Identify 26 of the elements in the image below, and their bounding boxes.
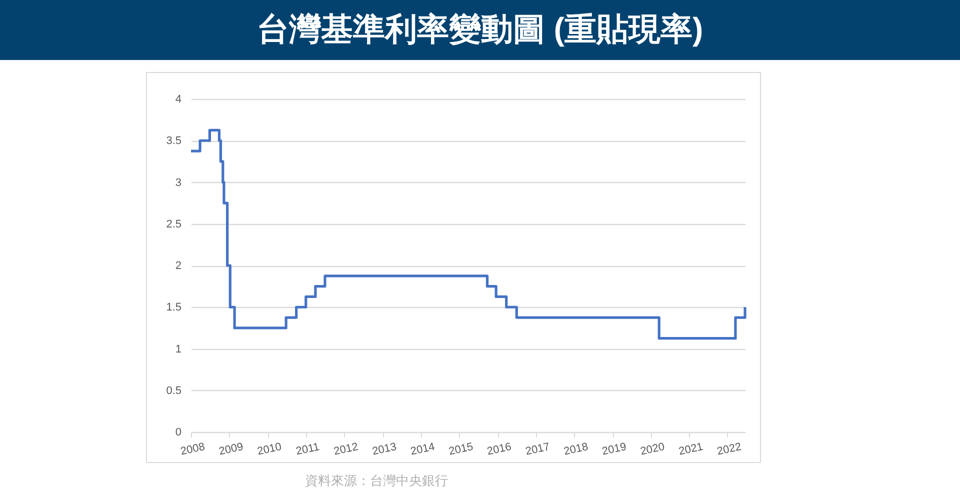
source-note: 資料來源：台灣中央銀行 bbox=[305, 473, 448, 488]
x-tick-label: 2014 bbox=[409, 440, 436, 458]
x-tick-label: 2016 bbox=[486, 440, 512, 458]
x-tick-label: 2018 bbox=[562, 440, 590, 458]
y-tick-label: 1 bbox=[175, 343, 182, 356]
y-tick-label: 4 bbox=[175, 94, 182, 106]
y-tick-label: 2 bbox=[175, 260, 182, 272]
y-tick-label: 3.5 bbox=[166, 135, 182, 148]
x-tick-label: 2015 bbox=[448, 440, 474, 458]
x-tick-label: 2010 bbox=[256, 440, 283, 458]
x-tick-label: 2022 bbox=[716, 440, 742, 458]
x-tick-label: 2013 bbox=[371, 440, 398, 458]
x-tick-label: 2019 bbox=[601, 440, 628, 458]
y-tick-label: 0 bbox=[175, 426, 182, 438]
y-tick-label: 3 bbox=[175, 176, 182, 189]
x-tick-label: 2020 bbox=[639, 440, 666, 458]
y-tick-label: 2.5 bbox=[166, 218, 182, 230]
x-tick-label: 2011 bbox=[294, 441, 321, 458]
y-tick-label: 1.5 bbox=[166, 302, 182, 314]
x-tick-label: 2021 bbox=[678, 440, 704, 458]
y-tick-label: 0.5 bbox=[166, 384, 182, 397]
x-tick-label: 2008 bbox=[180, 440, 206, 458]
x-tick-label: 2009 bbox=[218, 440, 244, 458]
x-tick-label: 2012 bbox=[332, 440, 360, 458]
chart-title: 台灣基準利率變動圖 (重貼現率) bbox=[256, 11, 704, 48]
x-tick-label: 2017 bbox=[524, 440, 551, 458]
